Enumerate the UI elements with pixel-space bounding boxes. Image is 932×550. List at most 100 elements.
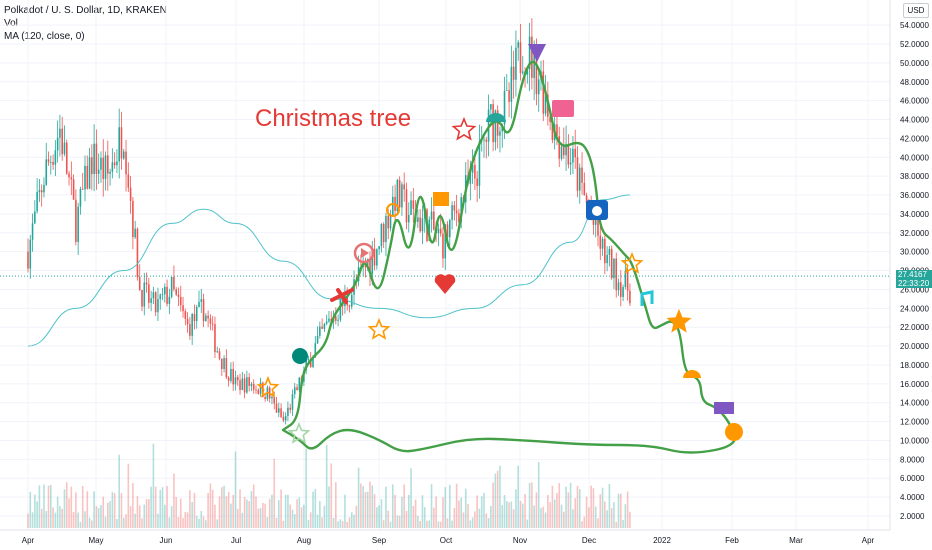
candle-body xyxy=(207,315,209,319)
volume-bar xyxy=(426,520,428,528)
ma-line xyxy=(27,194,630,347)
candle-body xyxy=(629,290,631,304)
volume-bar xyxy=(132,483,134,528)
volume-bar xyxy=(298,497,301,528)
umbrella-icon xyxy=(486,113,506,122)
candle-body xyxy=(93,143,95,175)
volume-bar xyxy=(314,488,317,528)
volume-bar xyxy=(467,503,469,528)
volume-bar xyxy=(519,500,522,528)
volume-bar xyxy=(510,501,513,528)
volume-bar xyxy=(100,505,102,528)
volume-bar xyxy=(296,499,298,528)
candle-body xyxy=(232,368,234,385)
volume-bar xyxy=(551,485,554,528)
candle-body xyxy=(175,289,177,295)
volume-bar xyxy=(216,519,219,528)
volume-bar xyxy=(189,490,191,528)
volume-bar xyxy=(588,507,590,528)
volume-bar xyxy=(624,504,627,528)
y-tick-label: 36.0000 xyxy=(900,191,929,200)
volume-bar xyxy=(84,511,86,528)
volume-bar xyxy=(243,496,246,528)
volume-bar xyxy=(590,485,592,528)
candle-body xyxy=(378,246,380,250)
volume-bars xyxy=(27,443,631,528)
candle-body xyxy=(129,187,132,201)
candle-body xyxy=(328,318,330,322)
volume-bar xyxy=(574,498,576,528)
chart-legend: Polkadot / U. S. Dollar, 1D, KRAKEN Vol … xyxy=(4,4,167,43)
volume-bar xyxy=(339,519,342,528)
candle-body xyxy=(350,294,353,307)
volume-bar xyxy=(515,489,517,528)
candle-body xyxy=(164,286,166,295)
volume-bar xyxy=(407,494,410,528)
candle-body xyxy=(179,297,182,306)
volume-bar xyxy=(613,502,615,528)
y-tick-label: 2.0000 xyxy=(900,512,925,521)
candlesticks xyxy=(27,18,631,425)
candle-body xyxy=(38,190,41,192)
candle-body xyxy=(382,223,385,243)
volume-bar xyxy=(401,496,403,528)
volume-bar xyxy=(88,517,91,528)
volume-bar xyxy=(464,488,467,528)
volume-bar xyxy=(344,494,346,528)
candle-body xyxy=(86,165,89,189)
candle-body xyxy=(216,351,219,353)
volume-bar xyxy=(528,482,531,528)
y-tick-label: 14.0000 xyxy=(900,399,929,408)
volume-bar xyxy=(410,468,412,528)
volume-bar xyxy=(150,486,152,528)
volume-bar xyxy=(451,520,453,528)
candle-body xyxy=(284,415,287,421)
volume-bar xyxy=(594,506,597,528)
volume-bar xyxy=(86,491,89,528)
volume-bar xyxy=(225,496,228,528)
volume-bar xyxy=(421,495,424,528)
candle-body xyxy=(572,148,574,163)
volume-bar xyxy=(396,515,399,528)
candle-body xyxy=(449,220,451,238)
candle-body xyxy=(202,299,205,322)
candle-body xyxy=(81,188,84,190)
candle-body xyxy=(574,148,576,158)
candle-body xyxy=(97,169,100,174)
volume-bar xyxy=(531,482,533,528)
volume-bar xyxy=(50,485,52,528)
volume-bar xyxy=(332,517,335,528)
volume-bar xyxy=(414,499,417,528)
candle-body xyxy=(136,228,139,278)
candle-body xyxy=(211,323,214,325)
volume-bar xyxy=(385,486,387,528)
x-tick-label: Oct xyxy=(440,536,453,545)
star-icon xyxy=(256,375,280,398)
candle-body xyxy=(307,359,310,360)
candle-body xyxy=(143,282,146,307)
candle-body xyxy=(339,298,342,320)
candle-body xyxy=(47,159,50,163)
x-tick-label: Jul xyxy=(231,536,241,545)
x-tick-label: Nov xyxy=(513,536,527,545)
volume-bar xyxy=(560,504,563,528)
candle-body xyxy=(157,299,159,313)
volume-bar xyxy=(535,492,538,528)
candle-body xyxy=(494,110,497,143)
volume-bar xyxy=(405,510,408,528)
y-tick-label: 6.0000 xyxy=(900,474,925,483)
candle-body xyxy=(403,184,405,190)
volume-bar xyxy=(70,486,73,528)
volume-bar xyxy=(273,458,276,528)
volume-bar xyxy=(97,507,100,528)
volume-bar xyxy=(246,499,248,528)
volume-bar xyxy=(27,513,29,528)
umbrella-icon xyxy=(683,370,701,378)
volume-bar xyxy=(43,484,45,528)
candle-body xyxy=(478,141,481,186)
candle-body xyxy=(218,351,221,359)
currency-button[interactable]: USD xyxy=(903,3,929,18)
candle-body xyxy=(107,155,109,174)
cocktail-icon xyxy=(528,44,546,62)
